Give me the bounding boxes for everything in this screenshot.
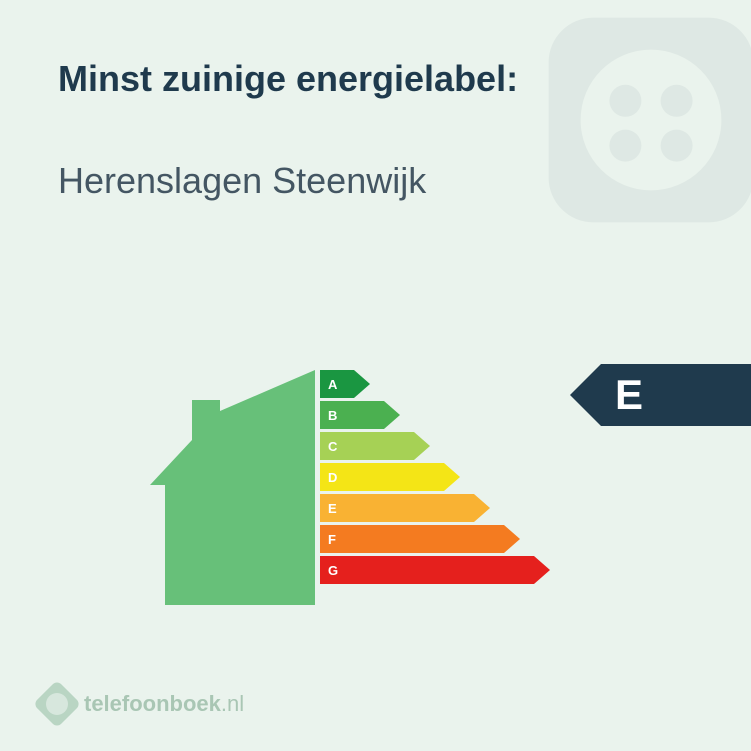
energy-bar-e: E — [320, 494, 548, 522]
rating-body: E — [601, 364, 751, 426]
energy-bar-d: D — [320, 463, 548, 491]
bar-label: B — [328, 408, 337, 423]
energy-bar-b: B — [320, 401, 548, 429]
energy-bar-f: F — [320, 525, 548, 553]
energy-bar-a: A — [320, 370, 548, 398]
bar-label: D — [328, 470, 337, 485]
energy-bar-g: G — [320, 556, 548, 584]
footer: telefoonboek.nl — [40, 687, 244, 721]
bar-label: F — [328, 532, 336, 547]
bar-label: C — [328, 439, 337, 454]
energy-label-chart: A B C D E F G — [150, 350, 610, 610]
page-title: Minst zuinige energielabel: — [58, 58, 518, 100]
brand-icon — [33, 680, 81, 728]
bar-label: E — [328, 501, 337, 516]
brand-text: telefoonboek.nl — [84, 691, 244, 717]
rating-letter: E — [615, 371, 643, 419]
energy-bar-c: C — [320, 432, 548, 460]
bar-label: G — [328, 563, 338, 578]
brand-name-bold: telefoonboek — [84, 691, 221, 716]
house-icon — [150, 350, 320, 610]
bar-label: A — [328, 377, 337, 392]
rating-arrow-icon — [570, 364, 601, 426]
rating-tag: E — [570, 364, 751, 426]
page-subtitle: Herenslagen Steenwijk — [58, 160, 426, 202]
brand-name-light: .nl — [221, 691, 244, 716]
watermark-icon — [491, 0, 751, 280]
energy-bars: A B C D E F G — [320, 370, 548, 587]
